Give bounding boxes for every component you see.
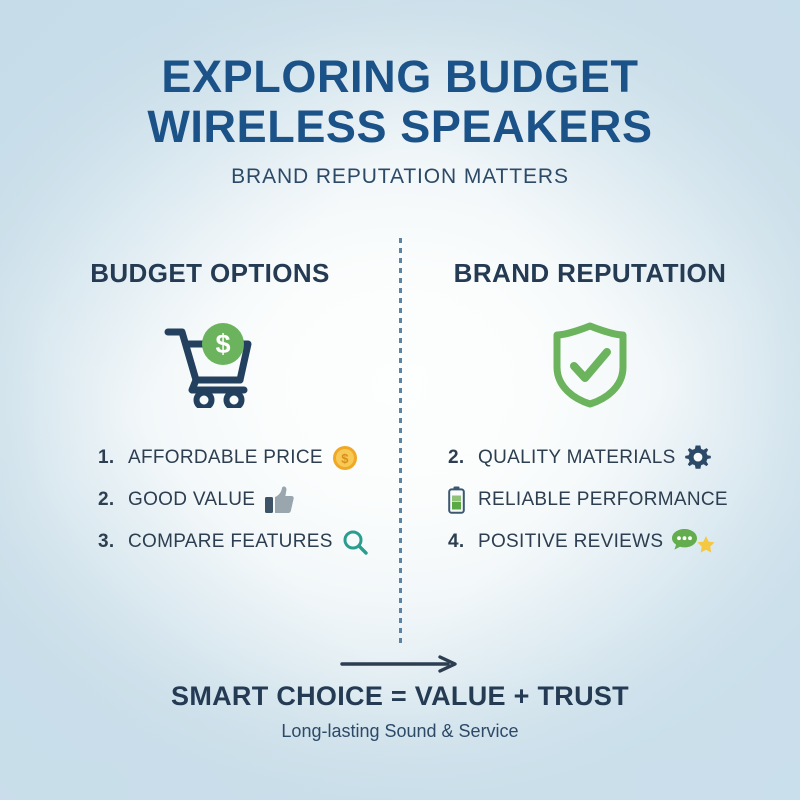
list-label: AFFORDABLE PRICE — [128, 447, 323, 468]
list-label: COMPARE FEATURES — [128, 531, 333, 552]
footer: SMART CHOICE = VALUE + TRUST Long-lastin… — [0, 655, 800, 742]
gear-icon — [684, 445, 711, 471]
list-label: GOOD VALUE — [128, 489, 256, 510]
vertical-dashed-divider — [399, 238, 402, 646]
list-label: RELIABLE PERFORMANCE — [478, 489, 728, 510]
list-item: 2. GOOD VALUE — [98, 479, 400, 521]
page-title-line-1: EXPLORING BUDGET — [161, 51, 639, 102]
shopping-cart-with-dollar-icon: $ — [20, 311, 400, 419]
list-item: RELIABLE PERFORMANCE — [448, 479, 780, 521]
thumbs-up-icon — [264, 486, 294, 514]
column-heading-right: BRAND REPUTATION — [453, 258, 727, 288]
list-marker: 1. — [98, 447, 115, 468]
column-heading-left: BUDGET OPTIONS — [90, 258, 330, 288]
list-budget-options: 1. AFFORDABLE PRICE $ 2. GOOD VALUE — [20, 437, 400, 563]
list-brand-reputation: 2. QUALITY MATERIALS — [400, 437, 780, 563]
list-label: POSITIVE REVIEWS — [478, 531, 664, 552]
right-arrow-icon — [340, 655, 457, 673]
list-marker: 4. — [448, 531, 465, 552]
column-brand-reputation: BRAND REPUTATION 2. QUALITY MATERIALS — [400, 258, 780, 563]
battery-icon — [448, 486, 478, 514]
svg-text:$: $ — [215, 329, 230, 359]
magnifying-glass-icon — [342, 529, 368, 555]
column-budget-options: BUDGET OPTIONS $ 1. AFFORDABLE PRICE — [20, 258, 400, 563]
list-item: 2. QUALITY MATERIALS — [448, 437, 780, 479]
list-item: 1. AFFORDABLE PRICE $ — [98, 437, 400, 479]
chat-bubble-star-icon — [672, 527, 716, 557]
list-marker: 3. — [98, 531, 115, 552]
footer-headline: SMART CHOICE = VALUE + TRUST — [171, 681, 629, 711]
list-marker: 2. — [98, 489, 115, 510]
list-label: QUALITY MATERIALS — [478, 447, 676, 468]
gold-coin-icon: $ — [332, 445, 358, 471]
header: EXPLORING BUDGET WIRELESS SPEAKERS BRAND… — [0, 52, 800, 189]
shield-check-icon — [400, 311, 780, 419]
page-subtitle: BRAND REPUTATION MATTERS — [231, 165, 569, 188]
list-item: 3. COMPARE FEATURES — [98, 521, 400, 563]
page-title-line-2: WIRELESS SPEAKERS — [147, 101, 653, 152]
footer-subtext: Long-lasting Sound & Service — [281, 721, 519, 741]
list-item: 4. POSITIVE REVIEWS — [448, 521, 780, 563]
svg-text:$: $ — [341, 451, 349, 466]
list-marker: 2. — [448, 447, 465, 468]
